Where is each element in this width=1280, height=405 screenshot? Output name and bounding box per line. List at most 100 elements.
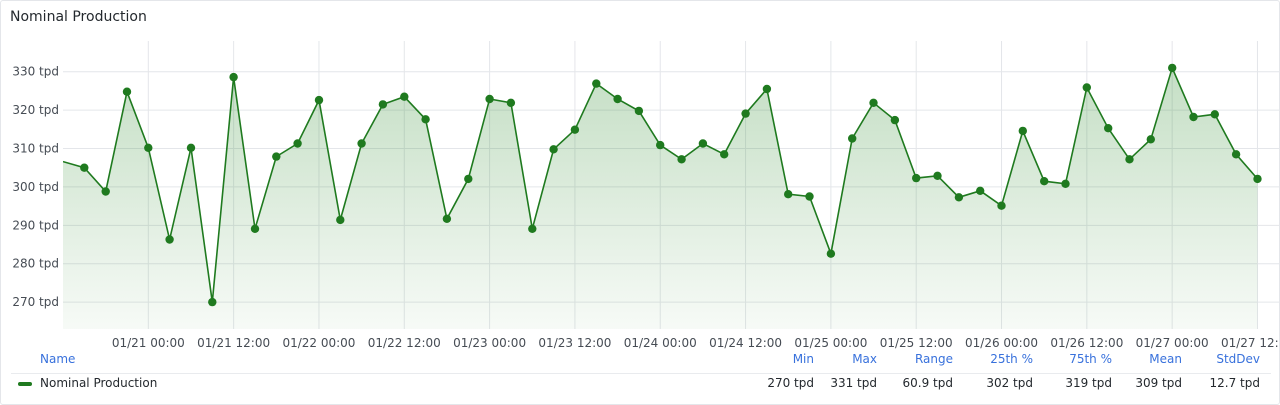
data-point[interactable]	[634, 106, 644, 116]
data-point[interactable]	[144, 143, 153, 152]
data-point[interactable]	[613, 94, 622, 104]
data-point[interactable]	[250, 224, 260, 233]
data-point[interactable]	[784, 190, 793, 199]
y-tick-label: 290 tpd	[12, 218, 59, 232]
legend-min-value: 270 tpd	[767, 376, 814, 390]
data-point[interactable]	[485, 94, 494, 104]
data-point[interactable]	[1146, 135, 1156, 144]
x-tick-label: 01/25 12:00	[880, 336, 953, 349]
y-tick-label: 320 tpd	[12, 103, 59, 117]
x-tick-label: 01/23 00:00	[453, 336, 526, 349]
data-point[interactable]	[954, 193, 964, 202]
data-point[interactable]	[805, 192, 814, 201]
data-point[interactable]	[1040, 177, 1049, 186]
data-point[interactable]	[848, 134, 857, 143]
legend-table: Name Min Max Range 25th % 75th % Mean St…	[1, 349, 1279, 399]
data-point[interactable]	[101, 187, 110, 196]
data-point[interactable]	[80, 163, 89, 172]
line-chart[interactable]: 270 tpd 280 tpd 290 tpd 300 tpd 310 tpd 320 t…	[1, 1, 1279, 349]
data-point[interactable]	[272, 152, 281, 161]
data-point[interactable]	[1231, 150, 1241, 159]
data-point[interactable]	[1253, 174, 1262, 184]
series-area	[63, 67, 1258, 329]
data-point[interactable]	[549, 145, 558, 154]
data-point[interactable]	[890, 115, 900, 125]
x-tick-label: 01/27 12:00	[1221, 336, 1279, 349]
legend-range-value: 60.9 tpd	[902, 376, 953, 390]
data-point[interactable]	[186, 143, 196, 152]
x-tick-label: 01/24 12:00	[709, 336, 782, 349]
data-point[interactable]	[229, 72, 238, 82]
x-tick-label: 01/22 00:00	[282, 336, 355, 349]
data-point[interactable]	[656, 140, 665, 150]
data-point[interactable]	[570, 125, 580, 134]
data-point[interactable]	[1018, 126, 1027, 136]
data-point[interactable]	[421, 115, 430, 124]
data-point[interactable]	[741, 109, 750, 118]
y-tick-label: 300 tpd	[12, 180, 59, 194]
x-tick-label: 01/26 12:00	[1050, 336, 1123, 349]
data-point[interactable]	[165, 235, 174, 244]
x-tick-label: 01/25 00:00	[794, 336, 867, 349]
data-point[interactable]	[506, 98, 516, 108]
y-tick-label: 310 tpd	[12, 142, 59, 156]
data-point[interactable]	[293, 139, 302, 148]
legend-25th-value: 302 tpd	[986, 376, 1033, 390]
data-point[interactable]	[1104, 124, 1113, 133]
x-tick-label: 01/24 00:00	[624, 336, 697, 349]
legend-header-75th[interactable]: 75th %	[1069, 352, 1112, 366]
data-point[interactable]	[762, 84, 772, 94]
y-tick-label: 270 tpd	[12, 295, 59, 309]
legend-row-divider	[11, 373, 1271, 374]
data-point[interactable]	[1210, 110, 1220, 119]
legend-header-min[interactable]: Min	[792, 352, 814, 366]
data-point[interactable]	[208, 297, 217, 307]
legend-header-name[interactable]: Name	[40, 352, 76, 366]
data-point[interactable]	[869, 98, 878, 108]
legend-mean-value: 309 tpd	[1135, 376, 1182, 390]
y-tick-label: 280 tpd	[12, 257, 59, 271]
legend-series-name[interactable]: Nominal Production	[40, 376, 158, 390]
data-point[interactable]	[528, 224, 537, 233]
data-point[interactable]	[1168, 63, 1177, 73]
legend-max-value: 331 tpd	[830, 376, 877, 390]
data-point[interactable]	[122, 87, 132, 96]
y-axis-ticks: 270 tpd 280 tpd 290 tpd 300 tpd 310 tpd 320 t…	[12, 65, 59, 309]
data-point[interactable]	[464, 174, 473, 184]
legend-header-25th[interactable]: 25th %	[990, 352, 1033, 366]
data-point[interactable]	[997, 201, 1006, 210]
data-point[interactable]	[400, 92, 409, 101]
series-area-fill	[63, 67, 1258, 329]
x-tick-label: 01/23 12:00	[538, 336, 611, 349]
data-point[interactable]	[1189, 112, 1198, 122]
legend-header-mean[interactable]: Mean	[1149, 352, 1182, 366]
data-point[interactable]	[720, 150, 729, 159]
x-tick-label: 01/22 12:00	[368, 336, 441, 349]
legend-header-range[interactable]: Range	[914, 352, 953, 366]
data-point[interactable]	[698, 139, 708, 148]
x-tick-label: 01/21 12:00	[197, 336, 270, 349]
series-points	[80, 63, 1262, 307]
data-point[interactable]	[912, 173, 921, 183]
x-tick-label: 01/27 00:00	[1136, 336, 1209, 349]
x-tick-label: 01/26 00:00	[965, 336, 1038, 349]
data-point[interactable]	[592, 79, 601, 88]
data-point[interactable]	[1125, 155, 1134, 164]
data-point[interactable]	[1061, 179, 1070, 188]
data-point[interactable]	[933, 171, 942, 180]
data-point[interactable]	[826, 249, 836, 258]
legend-header-stddev[interactable]: StdDev	[1216, 352, 1260, 366]
data-point[interactable]	[976, 186, 985, 195]
legend-stddev-value: 12.7 tpd	[1209, 376, 1260, 390]
y-tick-label: 330 tpd	[12, 65, 59, 79]
data-point[interactable]	[357, 139, 366, 148]
data-point[interactable]	[314, 95, 324, 105]
data-point[interactable]	[442, 214, 452, 223]
data-point[interactable]	[677, 155, 686, 164]
data-point[interactable]	[336, 215, 345, 225]
legend-header-max[interactable]: Max	[852, 352, 877, 366]
data-point[interactable]	[378, 100, 388, 109]
data-point[interactable]	[1082, 83, 1092, 92]
legend-75th-value: 319 tpd	[1065, 376, 1112, 390]
